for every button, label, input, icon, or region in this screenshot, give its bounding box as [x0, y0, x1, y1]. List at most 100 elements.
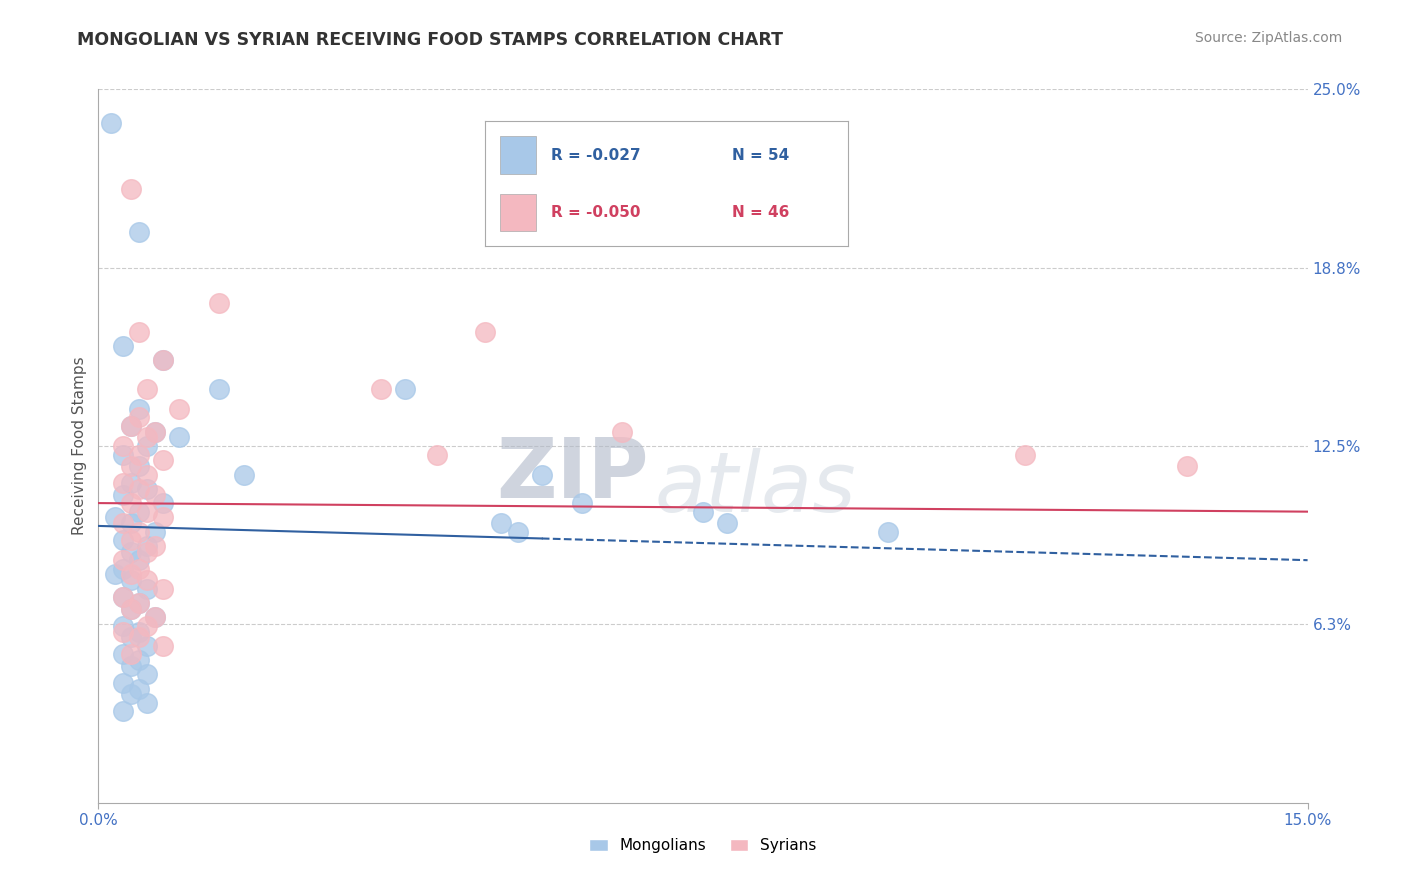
Point	[111, 591, 134, 605]
Point	[128, 524, 150, 539]
Point	[120, 516, 142, 530]
Point	[394, 382, 416, 396]
Point	[143, 487, 166, 501]
Point	[692, 505, 714, 519]
Point	[143, 610, 166, 624]
Point	[128, 553, 150, 567]
Point	[143, 610, 166, 624]
Text: atlas: atlas	[655, 449, 856, 529]
Point	[120, 544, 142, 558]
Point	[128, 596, 150, 610]
Point	[143, 524, 166, 539]
Point	[370, 382, 392, 396]
Text: MONGOLIAN VS SYRIAN RECEIVING FOOD STAMPS CORRELATION CHART: MONGOLIAN VS SYRIAN RECEIVING FOOD STAMP…	[77, 31, 783, 49]
Point	[120, 419, 142, 434]
Point	[128, 596, 150, 610]
Point	[135, 696, 157, 710]
Point	[111, 476, 134, 491]
Point	[1014, 448, 1036, 462]
Point	[135, 482, 157, 496]
Legend: Mongolians, Syrians: Mongolians, Syrians	[583, 832, 823, 859]
Point	[120, 567, 142, 582]
Point	[877, 524, 900, 539]
Point	[135, 544, 157, 558]
Point	[135, 467, 157, 482]
Point	[103, 510, 125, 524]
Point	[128, 562, 150, 576]
Point	[135, 505, 157, 519]
Point	[120, 533, 142, 548]
Y-axis label: Receiving Food Stamps: Receiving Food Stamps	[72, 357, 87, 535]
Point	[103, 567, 125, 582]
Point	[120, 658, 142, 673]
Point	[571, 496, 593, 510]
Point	[120, 601, 142, 615]
Point	[152, 453, 174, 467]
Point	[128, 630, 150, 644]
Point	[111, 553, 134, 567]
Point	[152, 510, 174, 524]
Point	[152, 496, 174, 510]
Point	[152, 353, 174, 368]
Point	[111, 448, 134, 462]
Point	[167, 401, 190, 416]
Point	[120, 687, 142, 701]
Point	[143, 425, 166, 439]
Point	[167, 430, 190, 444]
Point	[135, 382, 157, 396]
Point	[128, 653, 150, 667]
Point	[135, 667, 157, 681]
Point	[120, 476, 142, 491]
Point	[1175, 458, 1198, 473]
Point	[135, 639, 157, 653]
Point	[128, 325, 150, 339]
Point	[111, 619, 134, 633]
Point	[128, 624, 150, 639]
Point	[491, 516, 513, 530]
Point	[128, 225, 150, 239]
Point	[111, 487, 134, 501]
Point	[100, 116, 122, 130]
Point	[128, 410, 150, 425]
Point	[120, 648, 142, 662]
Point	[111, 533, 134, 548]
Point	[128, 401, 150, 416]
Point	[120, 182, 142, 196]
Point	[111, 439, 134, 453]
Point	[612, 425, 634, 439]
Point	[128, 505, 150, 519]
Point	[208, 296, 231, 310]
Point	[128, 448, 150, 462]
Point	[143, 425, 166, 439]
Point	[111, 624, 134, 639]
Text: Source: ZipAtlas.com: Source: ZipAtlas.com	[1195, 31, 1343, 45]
Point	[111, 705, 134, 719]
Point	[111, 562, 134, 576]
Point	[120, 496, 142, 510]
Point	[135, 439, 157, 453]
Point	[120, 458, 142, 473]
Point	[120, 601, 142, 615]
Point	[232, 467, 254, 482]
Point	[426, 448, 449, 462]
Point	[128, 681, 150, 696]
Point	[474, 325, 496, 339]
Point	[208, 382, 231, 396]
Point	[143, 539, 166, 553]
Point	[111, 648, 134, 662]
Point	[152, 353, 174, 368]
Point	[716, 516, 738, 530]
Point	[530, 467, 553, 482]
Text: ZIP: ZIP	[496, 434, 648, 515]
Point	[506, 524, 529, 539]
Point	[128, 458, 150, 473]
Point	[111, 591, 134, 605]
Point	[111, 516, 134, 530]
Point	[135, 619, 157, 633]
Point	[120, 630, 142, 644]
Point	[128, 482, 150, 496]
Point	[152, 582, 174, 596]
Point	[135, 582, 157, 596]
Point	[111, 339, 134, 353]
Point	[135, 573, 157, 587]
